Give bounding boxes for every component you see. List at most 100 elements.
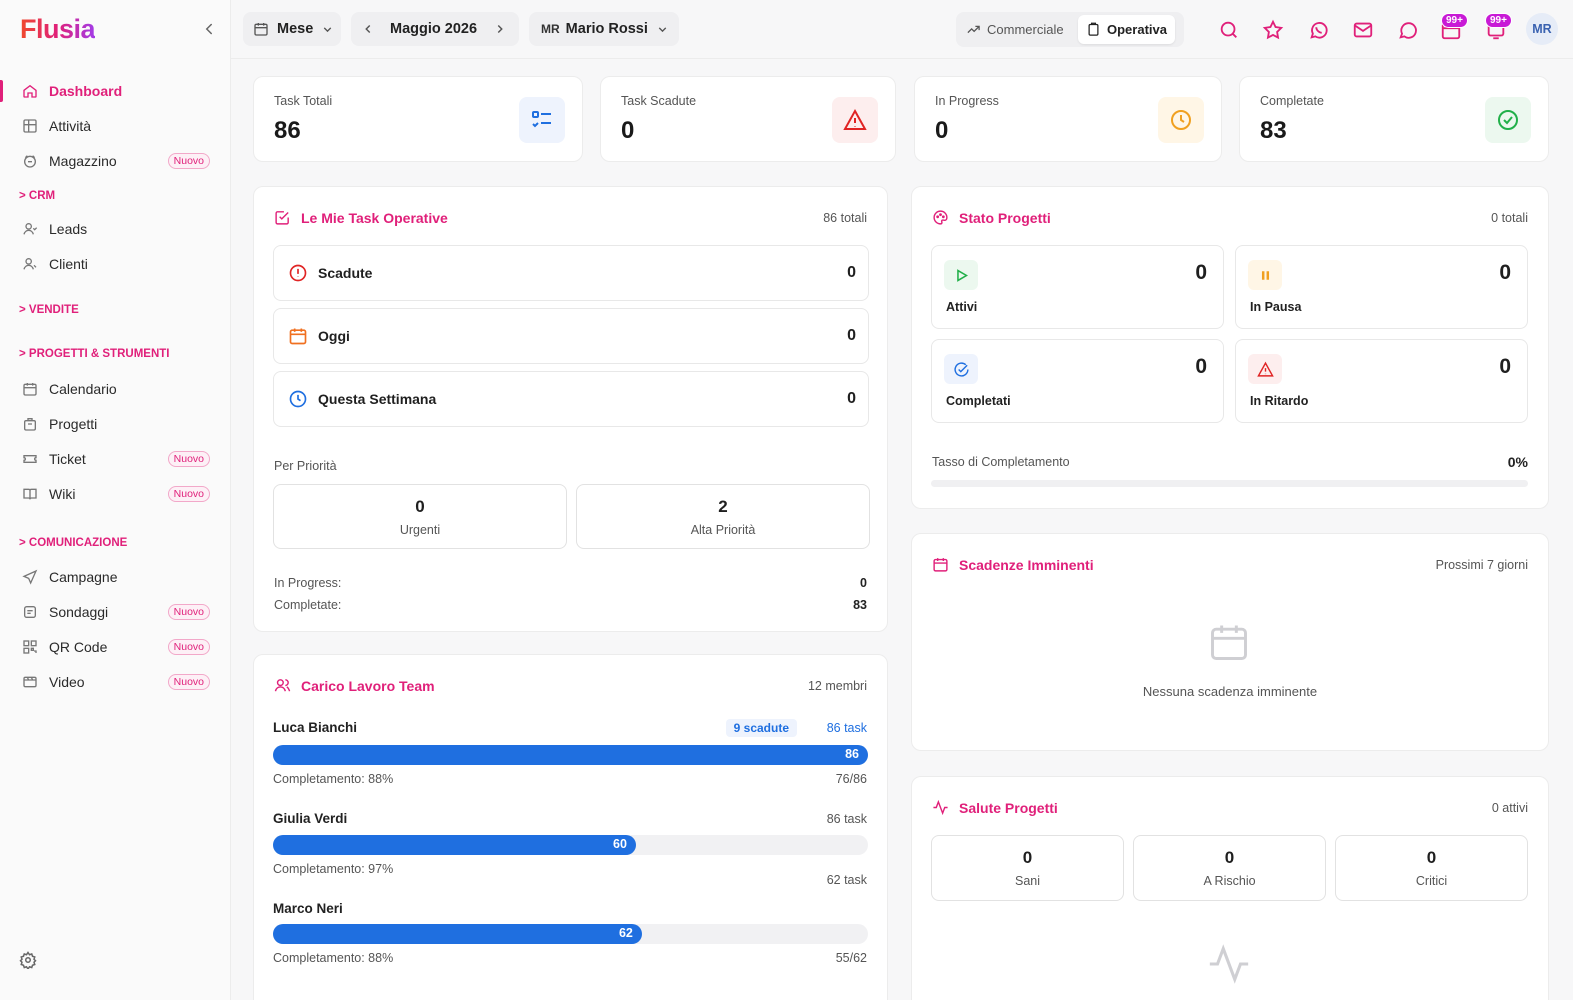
trend-icon — [966, 22, 981, 37]
ticket-icon — [22, 451, 38, 467]
sidebar-item-label: Dashboard — [49, 83, 123, 99]
app-logo[interactable]: Flusia — [20, 14, 96, 44]
health-box-a-rischio[interactable]: 0 A Rischio — [1133, 835, 1326, 901]
sidebar-item-leads[interactable]: Leads — [0, 214, 231, 244]
star-icon[interactable] — [1262, 19, 1284, 41]
chat-icon[interactable] — [1397, 19, 1419, 41]
project-box-in-ritardo[interactable]: 0 In Ritardo — [1235, 339, 1528, 423]
health-label: A Rischio — [1203, 874, 1256, 888]
new-badge: Nuovo — [167, 674, 210, 690]
user-name: Mario Rossi — [565, 21, 648, 37]
sidebar-item-magazzino[interactable]: Magazzino Nuovo — [0, 146, 231, 176]
collapse-sidebar-icon[interactable] — [200, 20, 218, 38]
health-value: 0 — [1426, 848, 1437, 867]
task-row-oggi[interactable]: Oggi 0 — [273, 308, 869, 364]
sidebar-item-label: Leads — [49, 221, 88, 237]
project-health-title: Salute Progetti — [932, 799, 1058, 816]
section-vendite[interactable]: > VENDITE — [19, 304, 79, 316]
health-box-critici[interactable]: 0 Critici — [1335, 835, 1528, 901]
task-row-questa-settimana[interactable]: Questa Settimana 0 — [273, 371, 869, 427]
book-icon — [22, 486, 38, 502]
in-progress-label: In Progress: — [274, 576, 342, 590]
sidebar-item-attivita[interactable]: Attività — [0, 111, 231, 141]
view-operative-button[interactable]: Operativa — [1078, 15, 1175, 44]
sidebar-item-sondaggi[interactable]: Sondaggi Nuovo — [0, 597, 231, 627]
priority-urgent[interactable]: 0 Urgenti — [273, 484, 567, 549]
sidebar-item-label: Video — [49, 674, 85, 690]
team-workload-title-text: Carico Lavoro Team — [301, 677, 435, 694]
project-box-label: In Ritardo — [1250, 394, 1309, 408]
member-ratio: 76/86 — [835, 772, 867, 786]
member-completion: Completamento: 97% — [273, 862, 394, 876]
sidebar-item-clienti[interactable]: Clienti — [0, 249, 231, 279]
user-select[interactable]: MR Mario Rossi — [529, 12, 679, 46]
new-badge: Nuovo — [167, 451, 210, 467]
sidebar-item-qr-code[interactable]: QR Code Nuovo — [0, 632, 231, 662]
my-tasks-total: 86 totali — [823, 211, 867, 225]
chevron-left-icon[interactable] — [361, 22, 375, 36]
health-box-sani[interactable]: 0 Sani — [931, 835, 1124, 901]
whatsapp-icon[interactable] — [1308, 19, 1330, 41]
sidebar-item-video[interactable]: Video Nuovo — [0, 667, 231, 697]
member-task-count: 86 task — [826, 812, 867, 826]
avatar[interactable]: MR — [1526, 13, 1558, 45]
my-tasks-card: Le Mie Task Operative 86 totali Scadute … — [253, 186, 888, 632]
task-row-count: 0 — [847, 264, 856, 281]
users-icon — [22, 256, 38, 272]
sidebar-item-progetti[interactable]: Progetti — [0, 409, 231, 439]
completion-rate-value: 0% — [1507, 454, 1528, 470]
in-progress-value: 0 — [860, 576, 867, 590]
sidebar-item-label: Clienti — [49, 256, 88, 272]
member-overdue-badge[interactable]: 9 scadute — [725, 719, 797, 737]
priority-name: Alta Priorità — [690, 523, 756, 537]
stat-label: Completate — [1260, 94, 1324, 108]
send-icon — [22, 569, 38, 585]
new-badge: Nuovo — [167, 604, 210, 620]
stat-value: 0 — [621, 117, 635, 144]
sidebar-item-label: Campagne — [49, 569, 118, 585]
team-workload-title: Carico Lavoro Team — [274, 677, 435, 694]
priority-high[interactable]: 2 Alta Priorità — [576, 484, 870, 549]
sidebar-item-label: Calendario — [49, 381, 117, 397]
notification-badge: 99+ — [1485, 13, 1512, 28]
sidebar-item-campagne[interactable]: Campagne — [0, 562, 231, 592]
check-circle-icon — [1485, 97, 1531, 143]
project-box-in-pausa[interactable]: 0 In Pausa — [1235, 245, 1528, 329]
chevron-right-icon[interactable] — [493, 22, 507, 36]
calendar-empty-icon — [1207, 620, 1251, 664]
team-member-count: 12 membri — [807, 679, 867, 693]
stat-label: In Progress — [935, 94, 999, 108]
mail-icon[interactable] — [1352, 19, 1374, 41]
activity-empty-icon — [1206, 941, 1252, 987]
section-progetti-strumenti[interactable]: > PROGETTI & STRUMENTI — [19, 348, 170, 360]
sidebar-item-wiki[interactable]: Wiki Nuovo — [0, 479, 231, 509]
section-crm[interactable]: > CRM — [19, 190, 56, 202]
member-task-count[interactable]: 86 task — [826, 721, 867, 735]
period-select[interactable]: Mese — [243, 12, 341, 46]
search-icon[interactable] — [1218, 19, 1240, 41]
stat-value: 86 — [274, 117, 301, 144]
sidebar-item-dashboard[interactable]: Dashboard — [0, 76, 231, 106]
home-icon — [22, 83, 38, 99]
sidebar-item-calendario[interactable]: Calendario — [0, 374, 231, 404]
completion-rate-bar — [931, 480, 1528, 487]
project-box-completati[interactable]: 0 Completati — [931, 339, 1224, 423]
section-comunicazione[interactable]: > COMUNICAZIONE — [19, 537, 128, 549]
member-name: Giulia Verdi — [273, 811, 348, 826]
period-value: Mese — [277, 21, 314, 37]
settings-icon[interactable] — [19, 951, 37, 969]
stat-label: Task Totali — [274, 94, 333, 108]
view-commercial-button[interactable]: Commerciale — [958, 15, 1072, 44]
clock-icon — [1158, 97, 1204, 143]
member-workload-bar: 60 — [273, 835, 868, 855]
users-icon — [274, 677, 291, 694]
sidebar-item-ticket[interactable]: Ticket Nuovo — [0, 444, 231, 474]
stat-card-in-progress: In Progress 0 — [914, 76, 1222, 162]
project-box-attivi[interactable]: 0 Attivi — [931, 245, 1224, 329]
project-box-label: Attivi — [946, 300, 978, 314]
stat-value: 0 — [935, 117, 949, 144]
task-row-scadute[interactable]: Scadute 0 — [273, 245, 869, 301]
health-label: Sani — [1014, 874, 1041, 888]
sidebar-item-label: Wiki — [49, 486, 76, 502]
member-workload-fill: 62 — [273, 924, 642, 944]
